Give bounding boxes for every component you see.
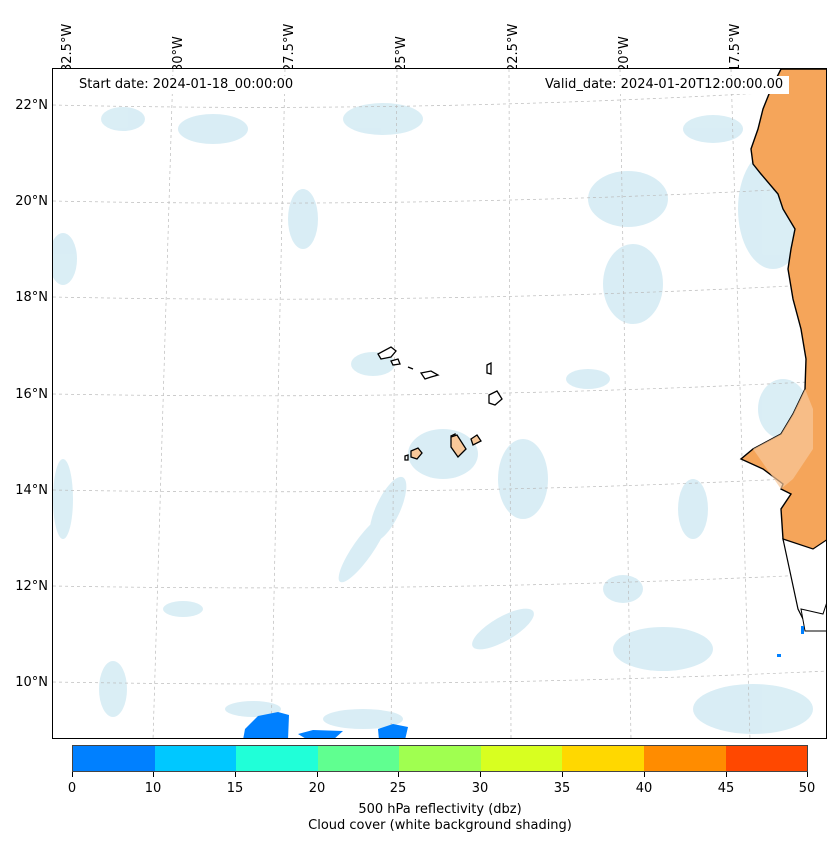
lon-label-22-5w: 22.5°W [506, 23, 521, 72]
lat-label-18n: 18°N [15, 290, 48, 305]
colorbar-label-20: 20 [308, 781, 326, 796]
colorbar-subtitle: Cloud cover (white background shading) [308, 818, 572, 833]
colorbar-segment-40-45 [643, 746, 726, 771]
africa-landmass [739, 69, 826, 632]
colorbar-title: 500 hPa reflectivity (dbz) [358, 802, 522, 817]
lon-label-25w: 25°W [394, 36, 409, 72]
colorbar-label-15: 15 [226, 781, 244, 796]
colorbar-tick [807, 772, 808, 777]
colorbar-label-40: 40 [635, 781, 653, 796]
colorbar-label-50: 50 [798, 781, 816, 796]
colorbar-tick [398, 772, 399, 777]
valid-date-label: Valid_date: 2024-01-20T12:00:00.00 [539, 76, 790, 94]
map-canvas [53, 69, 826, 738]
lon-label-30w: 30°W [171, 36, 186, 72]
colorbar-tick [235, 772, 236, 777]
map-panel[interactable]: Start date: 2024-01-18_00:00:00 Valid_da… [52, 68, 827, 739]
lon-label-17-5w: 17.5°W [728, 23, 743, 72]
colorbar-segment-45-50 [725, 746, 808, 771]
lat-label-16n: 16°N [15, 387, 48, 402]
lat-label-14n: 14°N [15, 483, 48, 498]
colorbar-tick [480, 772, 481, 777]
colorbar-label-45: 45 [717, 781, 735, 796]
colorbar-label-25: 25 [389, 781, 407, 796]
colorbar-label-0: 0 [67, 781, 77, 796]
colorbar-label-35: 35 [553, 781, 571, 796]
lon-label-20w: 20°W [617, 36, 632, 72]
start-date-label: Start date: 2024-01-18_00:00:00 [73, 76, 300, 94]
colorbar-segment-20-25 [317, 746, 400, 771]
colorbar-segment-25-30 [399, 746, 481, 771]
colorbar-segment-30-35 [480, 746, 563, 771]
lat-label-22n: 22°N [15, 98, 48, 113]
cloud-cover-shading [53, 103, 813, 734]
colorbar-segment-15-20 [236, 746, 318, 771]
colorbar-label-10: 10 [144, 781, 162, 796]
colorbar-tick [562, 772, 563, 777]
colorbar-label-30: 30 [471, 781, 489, 796]
lat-label-10n: 10°N [15, 675, 48, 690]
lon-label-27-5w: 27.5°W [282, 23, 297, 72]
lon-label-32-5w: 32.5°W [60, 23, 75, 72]
colorbar-tick [317, 772, 318, 777]
lat-label-20n: 20°N [15, 194, 48, 209]
colorbar-tick [72, 772, 73, 777]
reflectivity-cells [243, 626, 804, 738]
colorbar-segment-35-40 [562, 746, 644, 771]
reflectivity-colorbar [72, 745, 808, 772]
colorbar-tick [153, 772, 154, 777]
cape-verde-islands [377, 346, 503, 461]
colorbar-segment-10-15 [154, 746, 237, 771]
lat-label-12n: 12°N [15, 579, 48, 594]
graticule [53, 69, 826, 738]
colorbar-tick [726, 772, 727, 777]
colorbar-segment-0-10 [73, 746, 155, 771]
colorbar-tick [644, 772, 645, 777]
